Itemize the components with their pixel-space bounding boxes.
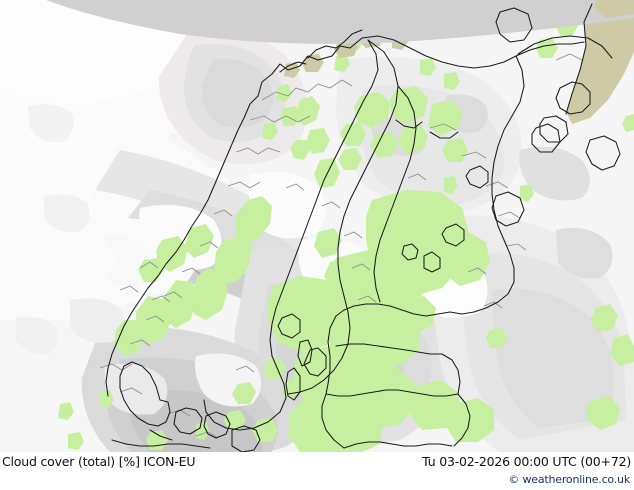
copyright-label: © weatheronline.co.uk	[508, 473, 630, 486]
clear-sky-green-layer	[58, 16, 634, 452]
map-canvas	[0, 0, 634, 452]
map-datetime: Tu 03-02-2026 00:00 UTC (00+72)	[422, 454, 631, 469]
model-domain-boundary	[0, 0, 634, 44]
map-footer: Cloud cover (total) [%] ICON-EU Tu 03-02…	[0, 452, 634, 490]
cloud-cover-map[interactable]	[0, 0, 634, 452]
coastline-layer	[99, 53, 583, 439]
out-of-domain-land-top	[594, 0, 634, 18]
map-title: Cloud cover (total) [%] ICON-EU	[2, 454, 196, 469]
country-borders-layer	[105, 3, 621, 452]
